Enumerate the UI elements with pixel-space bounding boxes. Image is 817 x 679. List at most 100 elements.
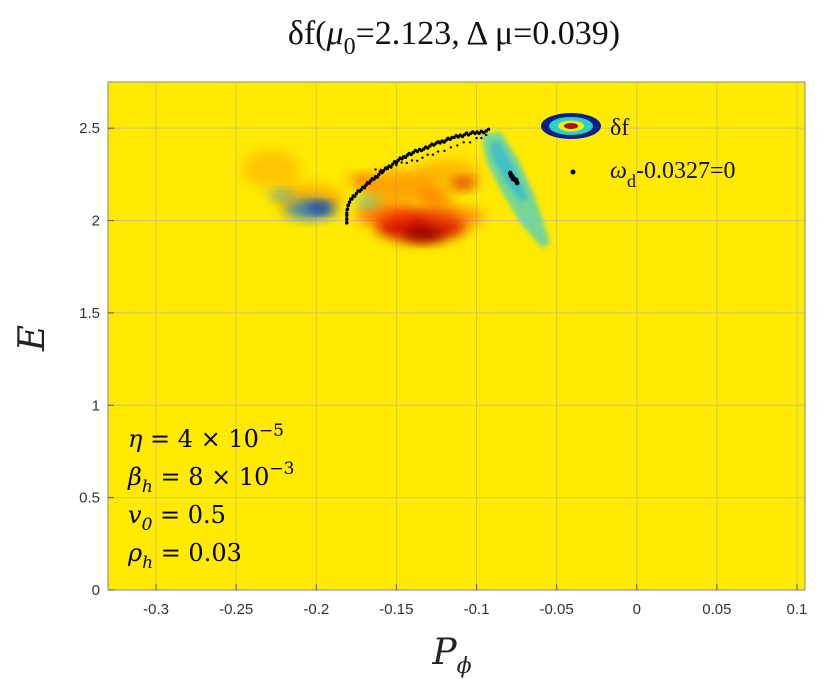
delta-f-blob [306,202,333,213]
resonance-point [367,181,371,185]
resonance-point [354,191,359,196]
parameter-subscript: h [142,477,153,497]
parameter-exponent: −3 [269,459,294,479]
y-tick-label: 0 [92,582,100,599]
resonance-point [426,153,429,156]
resonance-point [462,141,465,144]
resonance-point [345,211,349,215]
x-tick-label: 0 [633,601,641,618]
resonance-point [405,161,409,165]
resonance-point [353,194,357,198]
legend: δf ωd-0.0327=0 [541,113,735,191]
resonance-point [484,129,488,133]
resonance-point [362,186,367,190]
resonance-point [400,161,403,164]
resonance-point [379,168,382,172]
resonance-point [394,160,399,165]
delta-f-blob [420,205,485,228]
parameter-symbol: v [128,501,142,529]
delta-f-blob [268,190,294,200]
delta-f-blob [354,196,381,208]
resonance-point [384,166,388,169]
legend-label-omega: ωd-0.0327=0 [610,158,735,191]
resonance-point [410,159,414,162]
delta-f-blob [450,178,477,190]
parameter-symbol: ρ [127,539,142,567]
resonance-point [468,141,472,144]
x-tick-label: 0.1 [787,601,808,618]
resonance-point [375,175,379,179]
resonance-point [395,163,398,167]
x-tick-label: 0.05 [702,601,731,618]
resonance-point [416,159,419,162]
resonance-point [403,155,408,160]
legend-omega-symbol: ω [610,158,627,184]
parameter-line: η = 4 × 10−5 [128,421,284,453]
resonance-point [482,130,486,135]
parameter-exponent: −5 [259,421,284,441]
x-tick-label: -0.25 [219,601,253,618]
resonance-point [477,131,481,136]
parameter-value: = 8 × 10 [153,463,270,491]
resonance-point [514,180,520,186]
resonance-point [345,207,350,211]
y-tick-label: 2 [92,213,100,230]
x-axis-label-main: P [431,632,457,673]
resonance-point [449,146,453,149]
delta-f-blob [242,150,301,188]
title-delta-mu-value: μ=0.039) [486,15,620,52]
parameter-subscript: h [142,553,153,573]
x-tick-label: -0.1 [464,601,490,618]
parameter-value: = 0.03 [153,539,242,567]
resonance-point [345,217,349,221]
legend-omega-subscript: d [627,171,636,191]
resonance-point [347,200,352,204]
y-tick-label: 1 [92,397,100,414]
legend-dot-marker [570,169,576,175]
x-axis-label: Pϕ [431,632,471,679]
y-tick-label: 2.5 [79,120,100,137]
title-mu-value: =2.123, [356,15,467,52]
resonance-point [400,157,404,161]
resonance-point [374,168,377,171]
x-axis-ticks: -0.3 -0.25 -0.2 -0.15 -0.1 -0.05 0 0.05 0.1 [143,584,807,618]
x-tick-label: -0.05 [540,601,574,618]
resonance-point [390,166,393,169]
parameter-annotations: η = 4 × 10−5βh = 8 × 10−3v0 = 0.5ρh = 0.… [127,421,294,573]
legend-label-delta-f: δf [610,115,629,141]
resonance-point [345,220,349,225]
y-tick-label: 1.5 [79,305,100,322]
delta-f-blob [356,203,421,227]
resonance-line [345,127,520,225]
title-delta-symbol: Δ [466,15,487,52]
parameter-symbol: β [127,463,142,491]
resonance-point [421,156,424,159]
parameter-line: βh = 8 × 10−3 [127,459,294,497]
parameter-symbol: η [128,425,143,453]
resonance-point [381,168,386,173]
delta-f-distribution [242,131,551,249]
resonance-point [359,188,363,192]
title-prefix: δf( [288,15,327,52]
title-mu-subscript: 0 [344,34,356,60]
parameter-value: = 4 × 10 [142,425,259,453]
parameter-line: ρh = 0.03 [127,539,242,573]
resonance-point [431,153,435,156]
x-tick-label: -0.3 [143,601,169,618]
resonance-point [350,197,354,201]
resonance-point [377,172,381,177]
parameter-line: v0 = 0.5 [128,501,226,535]
chart-title: δf(μ0=2.123, Δ μ=0.039) [288,15,620,60]
y-axis-label: E [12,325,53,352]
resonance-point [443,149,446,153]
resonance-point [364,183,368,187]
y-tick-label: 0.5 [79,490,100,507]
resonance-point [372,177,376,181]
resonance-point [456,144,459,147]
parameter-value: = 0.5 [152,501,226,529]
x-gridlines [155,82,798,590]
resonance-point [486,127,491,131]
resonance-point [391,162,395,166]
y-axis-ticks: 0 0.5 1 1.5 2 2.5 [79,120,114,599]
